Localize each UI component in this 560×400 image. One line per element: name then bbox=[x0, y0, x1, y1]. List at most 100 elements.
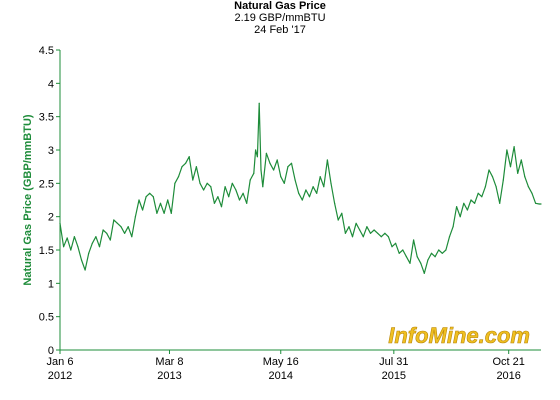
price-data-point bbox=[66, 237, 68, 239]
price-data-point bbox=[384, 232, 386, 234]
price-data-point bbox=[387, 236, 389, 238]
price-data-point bbox=[91, 242, 93, 244]
price-data-point bbox=[524, 176, 526, 178]
price-data-point bbox=[438, 249, 440, 251]
price-data-point bbox=[463, 202, 465, 204]
price-data-point bbox=[63, 246, 65, 248]
price-data-point bbox=[238, 199, 241, 201]
infomine-watermark: InfoMine.com bbox=[388, 323, 530, 348]
price-data-point bbox=[124, 232, 126, 234]
price-data-point bbox=[77, 246, 79, 248]
price-data-point bbox=[380, 236, 382, 238]
price-data-point bbox=[481, 196, 483, 198]
x-tick-year-label: 2013 bbox=[157, 370, 181, 382]
price-data-point bbox=[290, 162, 293, 164]
price-data-point bbox=[235, 189, 237, 191]
price-data-point bbox=[373, 229, 375, 231]
price-data-point bbox=[174, 182, 176, 184]
price-data-point bbox=[506, 149, 508, 151]
price-data-point bbox=[273, 169, 275, 171]
x-tick-year-label: 2015 bbox=[382, 370, 406, 382]
price-data-point bbox=[409, 262, 411, 264]
price-data-point bbox=[260, 169, 262, 171]
price-data-point bbox=[344, 232, 346, 234]
price-data-point bbox=[152, 196, 154, 198]
x-tick-year-label: 2012 bbox=[48, 370, 72, 382]
y-tick-label: 0.5 bbox=[39, 312, 54, 324]
price-data-point bbox=[477, 192, 479, 194]
price-data-point bbox=[509, 166, 512, 168]
price-data-point bbox=[59, 222, 61, 224]
price-data-point bbox=[70, 249, 72, 251]
price-data-point bbox=[95, 236, 97, 238]
price-data-point bbox=[459, 216, 461, 218]
price-data-point bbox=[246, 202, 248, 204]
price-data-point bbox=[527, 186, 530, 188]
price-data-point bbox=[445, 249, 447, 251]
price-data-point bbox=[109, 239, 111, 241]
price-data-point bbox=[192, 179, 194, 181]
price-data-point bbox=[170, 212, 172, 214]
price-data-point bbox=[427, 259, 429, 261]
y-tick-label: 4 bbox=[48, 78, 54, 90]
price-data-point bbox=[258, 102, 260, 104]
price-data-point bbox=[113, 219, 115, 221]
y-tick-label: 3 bbox=[48, 145, 54, 157]
price-data-point bbox=[80, 259, 83, 261]
price-data-point bbox=[242, 192, 244, 194]
x-tick-label: May 16 bbox=[263, 356, 299, 368]
y-tick-label: 4.5 bbox=[39, 45, 54, 57]
chart-header: Natural Gas Price 2.19 GBP/mmBTU 24 Feb … bbox=[0, 0, 560, 36]
x-tick-label: Oct 21 bbox=[492, 356, 524, 368]
price-data-point bbox=[351, 236, 354, 238]
price-data-point bbox=[305, 189, 307, 191]
price-data-point bbox=[402, 249, 404, 251]
price-data-point bbox=[312, 186, 314, 188]
price-data-point bbox=[294, 179, 296, 181]
price-data-point bbox=[224, 186, 226, 188]
price-data-point bbox=[348, 226, 350, 228]
price-data-point bbox=[531, 192, 533, 194]
price-data-point bbox=[203, 189, 205, 191]
price-data-point bbox=[185, 162, 187, 164]
price-data-point bbox=[319, 176, 321, 178]
price-data-point bbox=[88, 252, 90, 254]
price-data-point bbox=[287, 166, 289, 168]
price-data-point bbox=[210, 186, 212, 188]
price-data-point bbox=[491, 176, 494, 178]
price-data-point bbox=[369, 232, 372, 234]
price-data-point bbox=[269, 162, 271, 164]
price-data-point bbox=[167, 199, 169, 201]
price-data-point bbox=[73, 236, 75, 238]
price-data-point bbox=[98, 246, 101, 248]
price-data-point bbox=[253, 172, 255, 174]
price-data-point bbox=[517, 172, 519, 174]
price-data-point bbox=[283, 182, 285, 184]
price-data-point bbox=[206, 182, 208, 184]
price-data-point bbox=[326, 159, 328, 161]
price-data-point bbox=[470, 199, 472, 201]
price-data-point bbox=[520, 159, 522, 161]
price-data-point bbox=[535, 202, 537, 204]
price-data-point bbox=[452, 226, 454, 228]
price-data-point bbox=[301, 199, 303, 201]
price-data-point bbox=[138, 199, 140, 201]
price-data-point bbox=[398, 252, 400, 254]
price-series-line bbox=[59, 102, 541, 274]
date-readout: 24 Feb '17 bbox=[254, 24, 306, 36]
price-data-point bbox=[362, 236, 364, 238]
price-data-point bbox=[395, 242, 397, 244]
price-data-point bbox=[84, 269, 86, 271]
price-data-point bbox=[538, 203, 540, 205]
y-axis-label: Natural Gas Price (GBP/mmBTU) bbox=[22, 114, 34, 285]
price-data-point bbox=[359, 229, 361, 231]
price-data-point bbox=[220, 206, 223, 208]
price-data-point bbox=[323, 186, 325, 188]
price-data-point bbox=[513, 146, 515, 148]
price-data-point bbox=[231, 182, 233, 184]
y-tick-label: 1.5 bbox=[39, 245, 54, 257]
price-data-point bbox=[159, 202, 162, 204]
price-data-point bbox=[456, 206, 458, 208]
price-data-point bbox=[142, 209, 144, 211]
